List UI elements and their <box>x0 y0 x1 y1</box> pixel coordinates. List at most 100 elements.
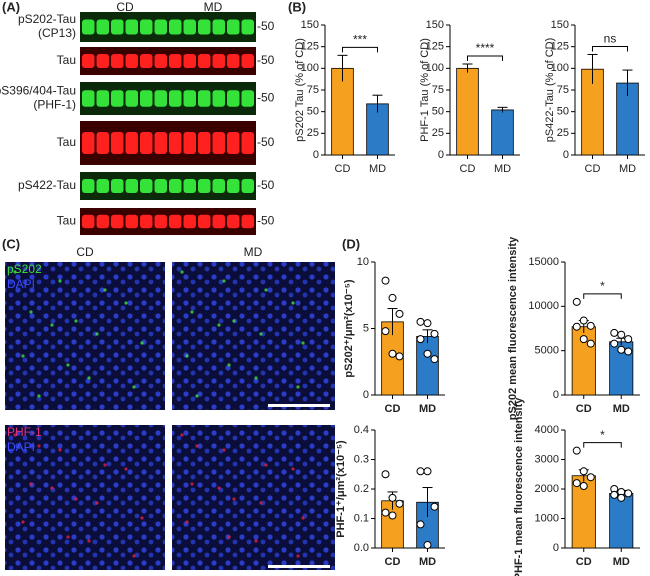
column-label: MD <box>244 245 263 259</box>
blot-band <box>183 179 196 193</box>
y-tick-label: 4000 <box>535 424 559 436</box>
data-point <box>579 482 588 491</box>
marker: -50 <box>257 53 275 67</box>
blot-band <box>198 132 211 154</box>
blot-band <box>212 179 225 193</box>
blot-band <box>82 214 95 229</box>
stain <box>232 319 236 323</box>
blot-band <box>154 132 167 154</box>
blot-band <box>227 132 240 154</box>
blot-band <box>212 132 225 154</box>
y-tick-label: 125 <box>301 41 319 53</box>
data-point <box>423 467 432 476</box>
data-point <box>572 297 581 306</box>
y-axis-label: pS202⁺/μm²(x10⁻⁵) <box>343 279 355 377</box>
blot-band <box>96 90 109 107</box>
blot-band <box>241 214 254 229</box>
data-point <box>423 541 432 550</box>
blot-band <box>125 54 138 68</box>
x-tick-label: CD <box>460 163 476 175</box>
blot-band <box>198 54 211 68</box>
stain <box>13 270 17 274</box>
blot-band <box>183 214 196 229</box>
y-tick-label: 0 <box>563 149 569 161</box>
blot-band <box>140 54 153 68</box>
data-point <box>388 293 397 302</box>
stain <box>217 323 221 327</box>
scale-bar <box>268 565 330 568</box>
y-tick-label: 50 <box>557 106 569 118</box>
stain <box>259 501 263 505</box>
stain <box>74 497 78 501</box>
blot-band <box>96 214 109 229</box>
y-tick-label: 100 <box>426 62 444 74</box>
stain <box>185 354 189 358</box>
stain <box>227 363 231 367</box>
blot-band <box>96 54 109 68</box>
stain <box>180 270 184 274</box>
y-tick-label: 75 <box>557 84 569 96</box>
blot-bg <box>80 12 256 42</box>
blot-band <box>82 90 95 107</box>
y-tick-label: 100 <box>551 62 569 74</box>
data-point <box>381 276 390 285</box>
blot-band <box>154 90 167 107</box>
blot-bg <box>80 82 256 115</box>
y-tick-label: 0.3 <box>354 453 369 465</box>
x-tick-label: CD <box>385 556 401 568</box>
blot-band <box>111 132 124 154</box>
blot-band <box>241 132 254 154</box>
stain <box>222 448 226 452</box>
blot-band <box>125 132 138 154</box>
y-tick-label: 125 <box>426 41 444 53</box>
blot-band <box>82 132 95 154</box>
blot-band <box>198 179 211 193</box>
y-tick-label: 10 <box>357 256 369 268</box>
blot-band <box>111 19 124 35</box>
stain <box>103 463 107 467</box>
marker: -50 <box>257 91 275 105</box>
data-point <box>416 520 425 529</box>
stain <box>13 433 17 437</box>
stain <box>140 341 144 345</box>
significance-bracket <box>342 46 378 53</box>
y-tick-label: 125 <box>551 41 569 53</box>
significance-label: * <box>600 428 605 442</box>
blot-band <box>169 179 182 193</box>
panel-label: (A) <box>2 0 20 14</box>
stain <box>58 448 62 452</box>
stain <box>50 486 54 490</box>
blot-band <box>82 19 95 35</box>
x-tick-label: MD <box>613 556 630 568</box>
stain <box>132 554 136 558</box>
stain <box>124 467 128 471</box>
blot-band <box>140 179 153 193</box>
blot-band <box>169 90 182 107</box>
stain-label: pS202 <box>7 262 42 276</box>
data-point <box>430 355 439 364</box>
stain <box>132 385 136 389</box>
x-tick-label: CD <box>335 163 351 175</box>
data-point <box>430 329 439 338</box>
y-tick-label: 1000 <box>535 512 559 524</box>
blot-band <box>227 54 240 68</box>
stain <box>227 535 231 539</box>
blot-band <box>140 132 153 154</box>
stain <box>29 482 33 486</box>
data-point <box>624 347 633 356</box>
blot-band <box>169 54 182 68</box>
blot-bg <box>80 121 256 165</box>
significance-label: *** <box>353 33 367 47</box>
x-tick-label: CD <box>576 556 592 568</box>
stain <box>87 376 91 380</box>
significance-label: **** <box>476 41 495 55</box>
stain <box>264 288 268 292</box>
blot-band <box>227 179 240 193</box>
panel-label: (D) <box>342 236 360 251</box>
stain <box>195 444 199 448</box>
blot-band <box>82 179 95 193</box>
significance-bracket <box>583 293 622 299</box>
blot-band <box>241 19 254 35</box>
y-tick-label: 15000 <box>528 256 559 268</box>
y-tick-label: 5 <box>363 322 369 334</box>
